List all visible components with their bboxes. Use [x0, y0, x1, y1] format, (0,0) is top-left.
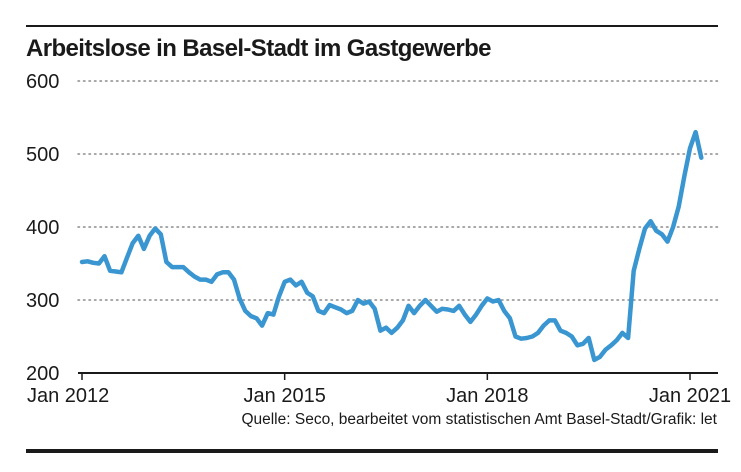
series-layer [79, 129, 704, 363]
x-axis-ticks: Jan 2012 Jan 2015 Jan 2018 Jan 2021 [27, 373, 731, 407]
y-tick-label: 200 [26, 363, 59, 385]
line-chart: 200 300 400 500 600 Jan 2012 Jan 2015 Jan 2018… [26, 71, 731, 407]
x-tick-label: Jan 2012 [27, 385, 109, 407]
y-axis-ticks: 200 300 400 500 600 [26, 71, 59, 385]
top-rule [26, 25, 718, 27]
source-note: Quelle: Seco, bearbeitet vom statistisch… [241, 411, 717, 428]
series-line [79, 129, 704, 363]
x-tick-label: Jan 2018 [446, 385, 528, 407]
gridlines [77, 80, 719, 374]
y-tick-label: 400 [26, 217, 59, 239]
y-tick-label: 300 [26, 290, 59, 312]
y-tick-label: 500 [26, 144, 59, 166]
x-tick-label: Jan 2015 [244, 385, 326, 407]
bottom-rule [26, 449, 718, 453]
chart-title: Arbeitslose in Basel-Stadt im Gastgewerb… [26, 35, 491, 62]
x-tick-label: Jan 2021 [649, 385, 731, 407]
y-tick-label: 600 [26, 71, 59, 93]
